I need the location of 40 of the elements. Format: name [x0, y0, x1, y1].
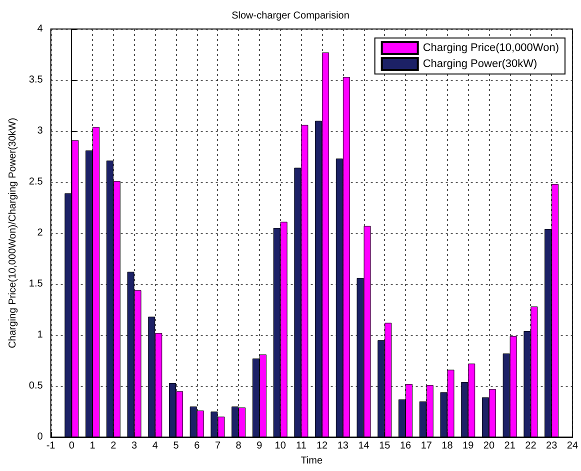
x-tick-label: 24	[566, 440, 578, 452]
y-tick-label: 0.5	[28, 380, 44, 392]
x-tick-label: -1	[46, 440, 56, 452]
y-tick-label: 3	[37, 126, 44, 137]
x-tick-label: 21	[504, 440, 516, 452]
x-tick-label: 1	[90, 440, 96, 452]
y-tick-label: 0	[37, 432, 44, 443]
y-tick-label: 3.5	[28, 74, 44, 86]
legend-label: Charging Price(10,000Won)	[422, 42, 560, 54]
x-tick-label: 10	[274, 440, 286, 452]
y-tick-label: 1	[37, 330, 44, 341]
x-tick-label: 15	[379, 440, 391, 452]
x-tick-label: 17	[420, 440, 432, 452]
chart-title: Slow-charger Comparision	[232, 10, 350, 22]
x-tick-label: 22	[525, 440, 537, 452]
x-tick-label: 6	[194, 440, 200, 452]
x-tick-label: 8	[236, 440, 242, 452]
x-tick-label: 0	[68, 440, 75, 452]
x-tick-label: 11	[296, 440, 307, 452]
x-tick-label: 9	[256, 440, 263, 452]
x-tick-label: 23	[546, 440, 558, 452]
y-tick-label: 2	[37, 228, 44, 239]
x-axis-title: Time	[300, 456, 323, 466]
x-tick-label: 19	[462, 440, 474, 452]
y-tick-label: 1.5	[28, 278, 44, 290]
x-tick-label: 14	[358, 440, 370, 452]
x-tick-label: 13	[337, 440, 349, 452]
y-tick-label: 4	[37, 24, 44, 34]
x-tick-label: 5	[173, 440, 180, 452]
x-tick-label: 4	[152, 440, 158, 452]
legend-label: Charging Power(30kW)	[422, 58, 538, 70]
x-tick-label: 3	[131, 440, 138, 452]
x-tick-label: 18	[442, 440, 454, 452]
x-tick-label: 16	[400, 440, 412, 452]
x-tick-label: 7	[214, 440, 221, 452]
x-tick-label: 12	[316, 440, 328, 452]
y-axis-title: Charging Price(10,000Won)/Charging Power(30kW)	[8, 118, 18, 348]
x-tick-label: 2	[110, 440, 117, 452]
x-tick-label: 20	[483, 440, 495, 452]
y-tick-label: 2.5	[28, 176, 44, 188]
